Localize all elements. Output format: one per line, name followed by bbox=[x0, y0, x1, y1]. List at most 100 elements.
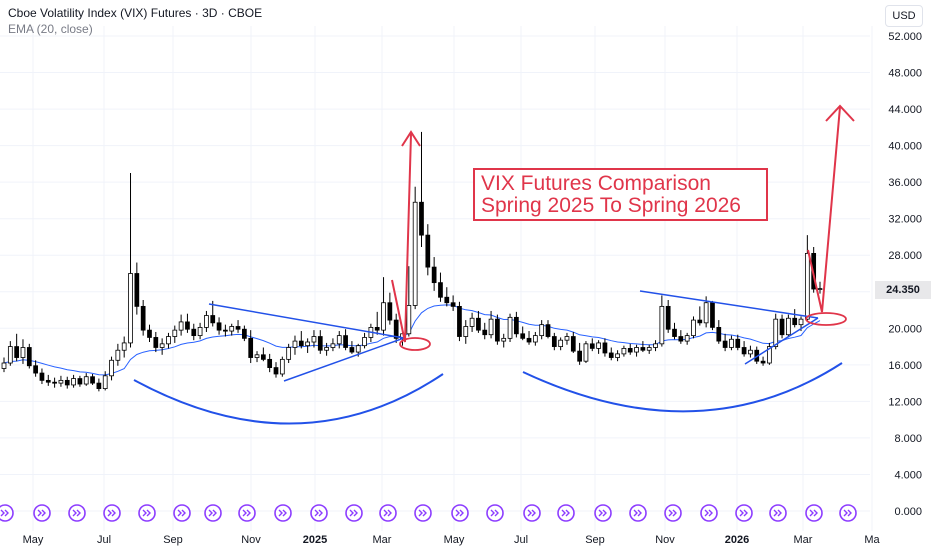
candle-body bbox=[488, 318, 494, 336]
event-circle bbox=[204, 504, 222, 522]
candle-body bbox=[330, 343, 336, 348]
candle-body bbox=[324, 347, 329, 351]
indicator-label: EMA (20, close) bbox=[8, 22, 93, 36]
candle-body bbox=[589, 343, 595, 349]
candle-body bbox=[773, 318, 779, 347]
event-chevrons bbox=[418, 509, 427, 517]
x-tick-label: Ma bbox=[864, 534, 880, 546]
candle-body bbox=[596, 342, 601, 349]
chevrons-right-icon bbox=[805, 504, 823, 522]
event-circle bbox=[379, 504, 397, 522]
x-tick-label: 2026 bbox=[725, 534, 749, 546]
candle-body bbox=[90, 376, 95, 384]
candles-layer bbox=[1, 131, 823, 392]
y-tick-label: 44.000 bbox=[888, 104, 922, 116]
event-chevrons bbox=[633, 509, 642, 517]
chevrons-right-icon bbox=[839, 504, 857, 522]
candle-body bbox=[267, 358, 273, 368]
candle-body bbox=[691, 319, 696, 337]
candle-body bbox=[279, 358, 285, 375]
candle-body bbox=[760, 360, 766, 364]
chevrons-right-icon bbox=[769, 504, 787, 522]
candle-body bbox=[532, 335, 538, 343]
candle-body bbox=[469, 317, 475, 327]
candle-body bbox=[102, 375, 108, 389]
event-circle bbox=[557, 504, 575, 522]
y-tick-label: 32.000 bbox=[888, 214, 922, 226]
candle-body bbox=[615, 353, 620, 358]
candle-body bbox=[223, 329, 228, 332]
event-circle bbox=[451, 504, 469, 522]
event-chevrons bbox=[704, 509, 713, 517]
candle-body bbox=[96, 382, 102, 389]
event-circle bbox=[103, 504, 121, 522]
candle-body bbox=[349, 347, 355, 353]
candle-body bbox=[501, 337, 507, 342]
candle-body bbox=[52, 381, 57, 384]
y-tick-label: 48.000 bbox=[888, 68, 922, 80]
candle-body bbox=[406, 305, 412, 335]
candle-body bbox=[507, 316, 513, 339]
candle-body bbox=[514, 316, 519, 335]
event-circle bbox=[700, 504, 718, 522]
candle-body bbox=[817, 288, 823, 290]
candle-body bbox=[621, 348, 627, 355]
x-tick-label: Sep bbox=[163, 534, 183, 546]
candle-body bbox=[748, 349, 753, 355]
candle-body bbox=[798, 318, 804, 326]
candle-body bbox=[64, 379, 70, 386]
candle-body bbox=[292, 340, 298, 348]
y-tick-label: 12.000 bbox=[888, 396, 922, 408]
candle-body bbox=[659, 305, 665, 345]
event-chevrons bbox=[739, 509, 748, 517]
chevrons-right-icon bbox=[735, 504, 753, 522]
candle-body bbox=[741, 347, 747, 355]
chevrons-right-icon bbox=[629, 504, 647, 522]
projection-arrow bbox=[391, 133, 412, 343]
x-tick-label: May bbox=[444, 534, 465, 546]
annotation-box[interactable]: VIX Futures Comparison Spring 2025 To Sp… bbox=[473, 168, 768, 221]
event-circle bbox=[839, 504, 857, 522]
event-chevrons bbox=[208, 509, 217, 517]
triangle-lower-line bbox=[744, 317, 819, 365]
candle-body bbox=[684, 335, 690, 342]
event-chevrons bbox=[107, 509, 116, 517]
chevrons-right-icon bbox=[414, 504, 432, 522]
chevrons-right-icon bbox=[700, 504, 718, 522]
event-circle bbox=[594, 504, 612, 522]
candle-body bbox=[305, 341, 310, 347]
candle-body bbox=[640, 347, 646, 351]
chevrons-right-icon bbox=[379, 504, 397, 522]
candle-body bbox=[147, 329, 152, 338]
y-tick-label: 20.000 bbox=[888, 323, 922, 335]
candle-body bbox=[298, 340, 304, 347]
y-tick-label: 16.000 bbox=[888, 360, 922, 372]
candle-body bbox=[153, 337, 159, 348]
candle-body bbox=[355, 345, 361, 353]
y-tick-label: 52.000 bbox=[888, 31, 922, 43]
candle-body bbox=[570, 336, 576, 352]
candle-body bbox=[172, 329, 178, 337]
y-tick-label: 0.000 bbox=[894, 506, 922, 518]
currency-button[interactable]: USD bbox=[885, 5, 923, 27]
event-circle bbox=[138, 504, 156, 522]
candle-body bbox=[463, 326, 469, 337]
y-tick-label: 40.000 bbox=[888, 141, 922, 153]
candle-body bbox=[7, 346, 13, 364]
candle-body bbox=[520, 333, 526, 339]
event-circle bbox=[523, 504, 541, 522]
x-axis: May Jul Sep Nov 2025 Mar May Jul Sep Nov 2026 Mar Ma bbox=[23, 534, 881, 546]
chevrons-right-icon bbox=[310, 504, 328, 522]
projection-arrow bbox=[807, 106, 841, 313]
candle-body bbox=[545, 324, 551, 337]
triangle-upper-line bbox=[208, 303, 405, 339]
chevrons-right-icon bbox=[451, 504, 469, 522]
candle-body bbox=[551, 336, 557, 347]
arrow-head bbox=[825, 104, 855, 122]
event-chevrons bbox=[843, 509, 852, 517]
cup-arc bbox=[522, 362, 843, 413]
drawing-layer bbox=[133, 104, 855, 425]
event-chevrons bbox=[142, 509, 151, 517]
event-circle bbox=[414, 504, 432, 522]
